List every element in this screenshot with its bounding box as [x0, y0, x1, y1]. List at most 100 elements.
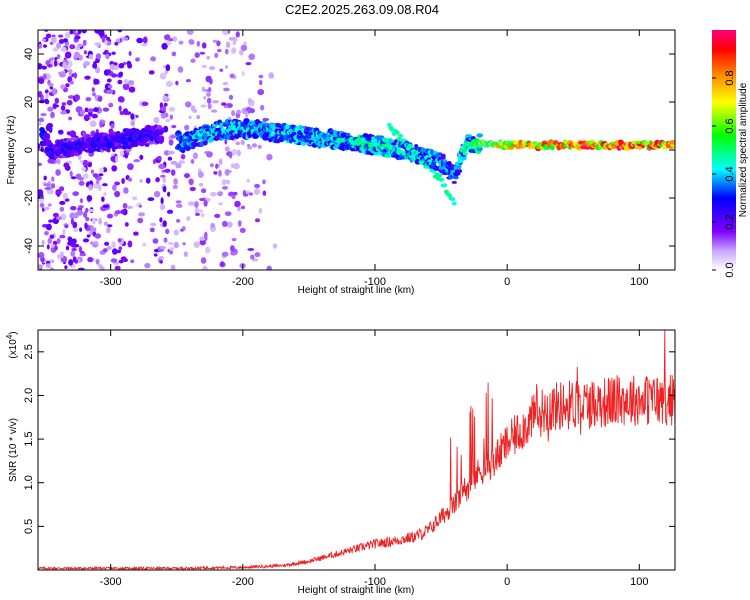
- spectrogram-noise-cell: [148, 70, 155, 75]
- spectrogram-noise-cell: [167, 191, 171, 197]
- spectrogram-noise-cell: [45, 223, 52, 231]
- spectrogram-ridge-cell: [457, 164, 462, 171]
- spectrogram-noise-cell: [184, 124, 190, 131]
- spectrogram-noise-cell: [60, 251, 64, 259]
- spectrogram-noise-cell: [161, 42, 168, 50]
- spectrogram-noise-cell: [231, 110, 236, 117]
- spectrogram-noise-cell: [162, 220, 167, 228]
- spectrogram-noise-cell: [87, 256, 94, 263]
- spectrogram-y-tick-label: -40: [23, 238, 35, 254]
- spectrogram-noise-cell: [82, 238, 90, 243]
- spectrogram-noise-cell: [214, 52, 219, 59]
- spectrogram-noise-cell: [104, 241, 110, 246]
- spectrogram-noise-cell: [124, 78, 128, 85]
- spectrogram-noise-cell: [268, 72, 275, 79]
- spectrogram-ridge-cell: [388, 138, 394, 143]
- spectrogram-noise-cell: [266, 265, 272, 270]
- spectrogram-noise-cell: [199, 197, 206, 202]
- spectrogram-noise-cell: [46, 188, 52, 195]
- spectrogram-noise-cell: [135, 57, 140, 62]
- spectrogram-noise-cell: [105, 53, 110, 60]
- spectrogram-noise-cell: [98, 167, 104, 173]
- spectrogram-noise-cell: [272, 243, 278, 249]
- spectrogram-noise-cell: [228, 151, 233, 159]
- spectrogram-noise-cell: [248, 192, 253, 196]
- spectrogram-noise-cell: [38, 63, 43, 70]
- spectrogram-noise-cell: [123, 36, 129, 41]
- spectrogram-noise-cell: [56, 54, 61, 60]
- spectrogram-noise-cell: [77, 267, 85, 270]
- spectrogram-noise-cell: [196, 114, 200, 120]
- spectrogram-noise-cell: [231, 194, 236, 200]
- spectrogram-noise-cell: [54, 245, 58, 251]
- spectrogram-ridge-cell: [340, 142, 346, 148]
- spectrogram-noise-cell: [62, 229, 66, 235]
- spectrogram-noise-cell: [71, 247, 77, 252]
- spectrogram-noise-cell: [214, 213, 221, 218]
- spectrogram-noise-cell: [153, 253, 158, 257]
- spectrogram-noise-cell: [248, 53, 256, 61]
- spectrogram-noise-cell: [47, 106, 54, 112]
- spectrogram-noise-cell: [114, 190, 121, 198]
- spectrogram-noise-cell: [258, 79, 263, 86]
- spectrogram-noise-cell: [201, 42, 207, 49]
- spectrogram-noise-cell: [70, 130, 74, 137]
- spectrogram-noise-cell: [200, 104, 207, 108]
- snr-panel: -300 -200 -100 0 100 0.5 1.0 1.5 2.0 2.5 Height o…: [5, 329, 676, 596]
- spectrogram-noise-cell: [150, 222, 157, 226]
- spectrogram-noise-cell: [103, 192, 107, 196]
- spectrogram-noise-cell: [202, 265, 208, 270]
- spectrogram-noise-cell: [107, 224, 113, 228]
- spectrogram-noise-cell: [70, 218, 74, 225]
- spectrogram-noise-cell: [88, 184, 93, 191]
- spectrogram-noise-cell: [45, 263, 51, 269]
- colorbar: 0.0 0.2 0.4 0.6 0.8 Normalized spectral ampl…: [712, 30, 749, 278]
- spectrogram-noise-cell: [69, 80, 74, 85]
- spectrogram-noise-cell: [51, 243, 55, 248]
- spectrogram-y-tick-label: 40: [23, 48, 35, 60]
- spectrogram-noise-cell: [59, 206, 65, 212]
- spectrogram-noise-cell: [71, 238, 77, 244]
- spectrogram-noise-cell: [234, 200, 241, 208]
- spectrogram-noise-cell: [63, 162, 70, 168]
- spectrogram-noise-cell: [101, 35, 105, 43]
- spectrogram-noise-cell: [62, 38, 68, 43]
- snr-x-tick-label: 100: [630, 576, 648, 588]
- spectrogram-noise-cell: [144, 262, 151, 269]
- spectrogram-noise-cell: [68, 116, 72, 121]
- spectrogram-noise-cell: [164, 70, 168, 74]
- spectrogram-ridge-branch: [439, 177, 445, 182]
- snr-y-label: SNR (10 * v/v): [8, 418, 19, 482]
- spectrogram-noise-cell: [56, 238, 61, 244]
- spectrogram-noise-cell: [91, 87, 96, 92]
- spectrogram-x-tick-label: -300: [100, 276, 122, 288]
- spectrogram-noise-cell: [257, 144, 262, 149]
- spectrogram-noise-cell: [94, 78, 100, 85]
- spectrogram-noise-cell: [68, 95, 75, 99]
- spectrogram-noise-cell: [97, 96, 103, 102]
- spectrogram-noise-cell: [114, 265, 121, 270]
- spectrogram-noise-cell: [127, 177, 133, 182]
- spectrogram-ridge-branch: [451, 201, 457, 206]
- spectrogram-noise-cell: [208, 87, 212, 93]
- spectrogram-ridge-cell: [77, 149, 83, 154]
- spectrogram-noise-cell: [206, 97, 212, 104]
- spectrogram-noise-cell: [158, 256, 165, 260]
- spectrogram-noise-cell: [152, 159, 156, 165]
- spectrogram-noise-cell: [85, 207, 89, 213]
- spectrogram-noise-cell: [139, 179, 143, 183]
- spectrogram-noise-cell: [204, 231, 208, 239]
- spectrogram-noise-cell: [209, 66, 216, 71]
- spectrogram-noise-cell: [188, 201, 195, 207]
- spectrogram-noise-cell: [230, 163, 235, 168]
- spectrogram-noise-cell: [153, 116, 160, 124]
- spectrogram-noise-cell: [165, 80, 173, 87]
- spectrogram-ridge-branch: [450, 197, 456, 202]
- spectrogram-noise-cell: [245, 62, 252, 66]
- spectrogram-noise-cell: [137, 217, 144, 224]
- spectrogram-noise-cell: [130, 113, 135, 120]
- spectrogram-noise-cell: [186, 30, 194, 35]
- spectrogram-noise-cell: [166, 209, 174, 214]
- spectrogram-ridge-cell: [345, 132, 351, 137]
